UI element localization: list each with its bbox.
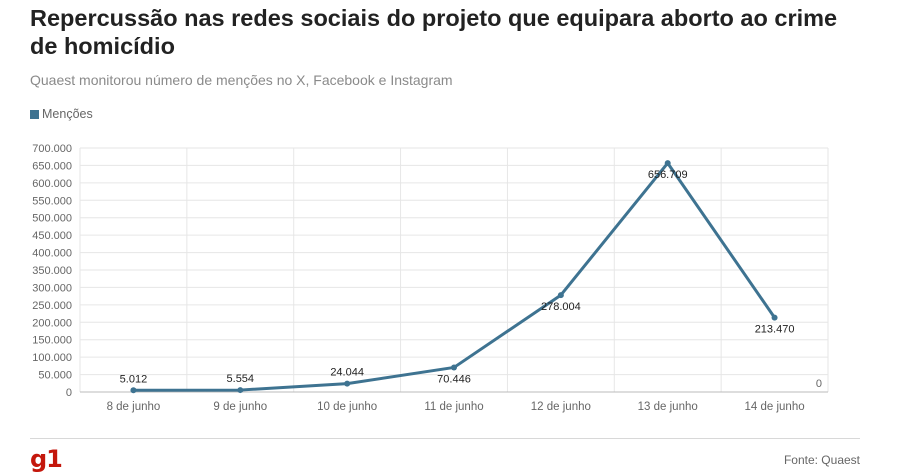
x-tick-label: 10 de junho	[317, 401, 377, 413]
y-tick-label: 100.000	[32, 352, 72, 364]
y-tick-label: 200.000	[32, 317, 72, 329]
series-line-mencoes	[131, 161, 777, 392]
x-tick-label: 14 de junho	[745, 401, 805, 413]
y-tick-label: 450.000	[32, 230, 72, 242]
data-point	[344, 380, 351, 387]
x-tick-label: 9 de junho	[213, 401, 267, 413]
y-tick-label: 350.000	[32, 265, 72, 277]
footer-divider	[30, 438, 860, 439]
data-label: 24.044	[330, 367, 364, 379]
data-label: 5.012	[120, 373, 148, 385]
x-tick-label: 11 de junho	[424, 401, 483, 413]
data-point	[664, 160, 671, 167]
line-chart: 0 50.000 100.000 150.000 200.000 250.000 300.0…	[32, 143, 829, 413]
y-tick-label: 300.000	[32, 282, 72, 294]
data-label: 70.446	[437, 373, 471, 385]
data-point	[451, 364, 457, 371]
legend-swatch	[30, 109, 39, 119]
x-tick-label: 8 de junho	[107, 401, 161, 413]
y-tick-label: 600.000	[32, 178, 72, 190]
data-point	[771, 314, 778, 321]
data-point	[130, 387, 137, 394]
chart-title: Repercussão nas redes sociais do projeto…	[30, 5, 838, 59]
x-tick-label: 13 de junho	[638, 401, 698, 413]
data-point	[557, 292, 564, 299]
chart-subtitle: Quaest monitorou número de menções no X,…	[30, 72, 453, 88]
data-label: 5.554	[227, 373, 255, 385]
data-label: 278.004	[541, 301, 581, 313]
legend-label: Menções	[42, 107, 93, 121]
source-note: Fonte: Quaest	[783, 453, 860, 467]
y-tick-label: 550.000	[32, 195, 72, 207]
y-tick-label: 650.000	[32, 160, 72, 172]
g1-logo: g1	[30, 445, 63, 473]
y-tick-label: 700.000	[32, 143, 72, 155]
y-tick-label: 50.000	[38, 370, 72, 382]
y-tick-label: 400.000	[32, 248, 72, 260]
data-label: 213.470	[755, 324, 795, 336]
data-point	[237, 387, 244, 394]
y-tick-label: 250.000	[32, 300, 72, 312]
right-axis-label: 0	[816, 378, 822, 390]
y-tick-label: 500.000	[32, 213, 72, 225]
legend: Menções	[30, 107, 93, 121]
y-tick-label: 150.000	[32, 335, 72, 347]
data-label: 656.709	[648, 169, 688, 181]
x-tick-label: 12 de junho	[531, 401, 591, 413]
y-tick-label: 0	[66, 387, 72, 399]
